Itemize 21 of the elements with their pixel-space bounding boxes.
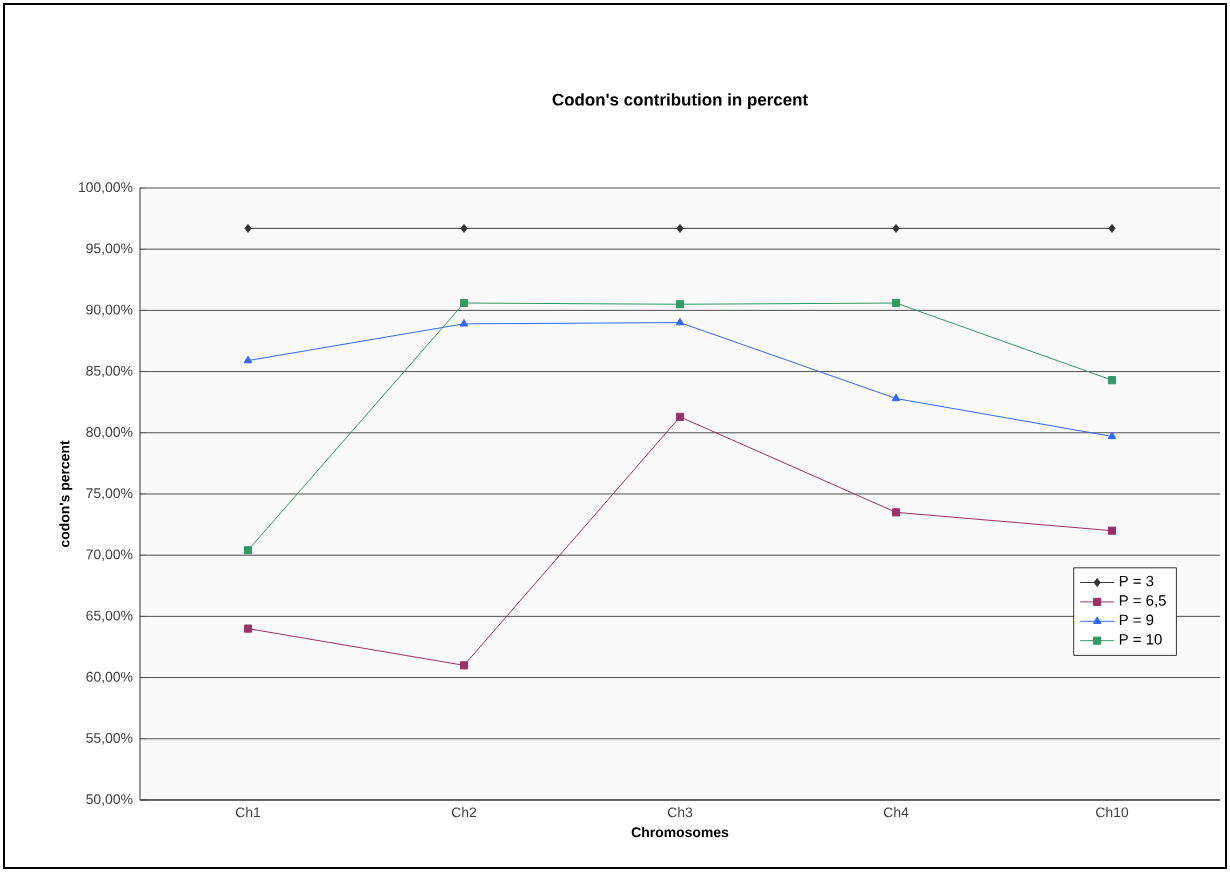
point xyxy=(460,223,468,233)
point xyxy=(459,318,469,327)
point xyxy=(891,508,901,517)
point xyxy=(675,317,685,326)
point xyxy=(892,223,900,233)
point xyxy=(459,661,469,670)
point xyxy=(675,412,685,421)
point xyxy=(243,624,253,633)
chart-title: Codon's contribution in percent xyxy=(552,93,808,109)
point xyxy=(675,300,685,309)
point xyxy=(244,223,252,233)
point xyxy=(243,546,253,555)
point xyxy=(459,298,469,308)
point xyxy=(243,355,253,364)
point xyxy=(1107,526,1117,535)
point xyxy=(1107,431,1117,440)
point xyxy=(1108,223,1116,233)
point xyxy=(891,393,901,402)
point xyxy=(891,298,901,308)
point xyxy=(676,223,684,233)
point xyxy=(1107,376,1117,385)
